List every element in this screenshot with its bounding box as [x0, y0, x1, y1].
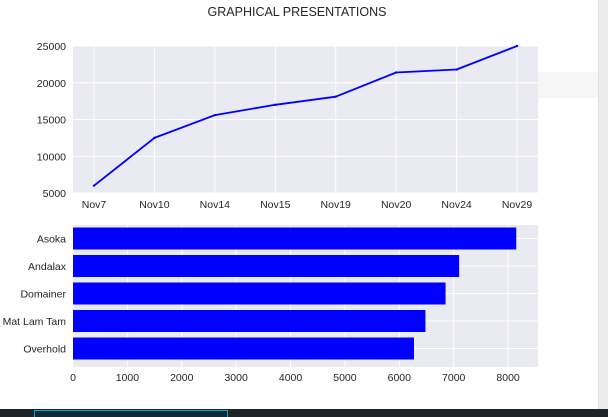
x-tick-label: 7000: [442, 372, 466, 384]
x-tick-label: Nov20: [381, 199, 412, 211]
y-tick-label: 15000: [37, 115, 66, 127]
figure-title: GRAPHICAL PRESENTATIONS: [208, 5, 387, 19]
window-right-edge: [598, 0, 608, 417]
x-tick-label: Nov29: [502, 199, 533, 211]
x-tick-label: Nov19: [321, 199, 352, 211]
data-point: [92, 184, 96, 187]
category-label: Overhold: [23, 344, 66, 356]
bar: [73, 337, 414, 360]
bar: [73, 255, 460, 277]
x-tick-label: 1000: [116, 372, 140, 384]
line-chart-marks: [92, 44, 519, 187]
bar: [73, 282, 446, 305]
data-point: [515, 44, 519, 48]
category-label: Asoka: [37, 234, 66, 246]
y-tick-label: 10000: [37, 151, 66, 163]
x-tick-label: 2000: [170, 372, 194, 384]
y-tick-label: 5000: [43, 188, 67, 200]
bar: [73, 310, 426, 332]
series-line: [93, 45, 518, 187]
x-tick-label: Nov7: [82, 199, 107, 211]
x-tick-label: 5000: [333, 372, 357, 384]
category-label: Domainer: [20, 289, 66, 301]
x-tick-label: 8000: [496, 372, 520, 384]
taskbar-active-tab[interactable]: [34, 410, 228, 417]
chart-figure: GRAPHICAL PRESENTATIONS 5000100001500020…: [3, 5, 538, 385]
data-point: [455, 68, 458, 71]
x-tick-label: 3000: [224, 372, 248, 384]
x-tick-label: Nov24: [441, 199, 472, 211]
x-tick-label: Nov10: [139, 199, 170, 211]
x-tick-label: 4000: [279, 372, 303, 384]
y-tick-label: 20000: [37, 78, 66, 90]
taskbar: [0, 409, 608, 417]
line-chart-tick-labels: 5000 10000 15000 20000 25000 Nov7 Nov10 Nov14 No…: [37, 41, 533, 211]
data-point: [274, 103, 277, 107]
category-label: Mat Lam Tam: [3, 316, 67, 328]
x-tick-label: Nov14: [200, 199, 231, 211]
data-point: [394, 71, 398, 74]
data-point: [213, 113, 217, 117]
x-tick-label: Nov15: [260, 199, 291, 211]
x-tick-label: 0: [70, 372, 76, 384]
bar-chart-marks: [73, 227, 517, 360]
category-label: Andalax: [28, 261, 67, 273]
bar: [73, 227, 517, 250]
x-tick-label: 6000: [388, 372, 412, 384]
y-tick-label: 25000: [37, 41, 66, 53]
data-point: [334, 95, 337, 98]
bar-chart-tick-labels: 0 1000 2000 3000 4000 5000 6000 7000 8000 Asoka An…: [3, 234, 520, 385]
data-point: [153, 136, 156, 140]
